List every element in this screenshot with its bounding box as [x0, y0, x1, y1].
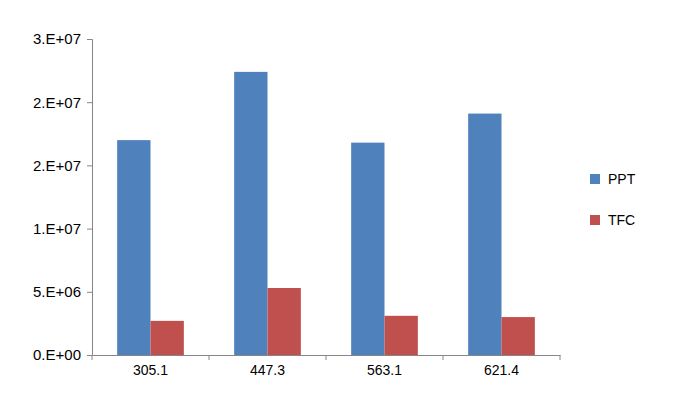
bar [385, 316, 418, 355]
tick: 447.3 [250, 355, 285, 378]
legend-label: PPT [608, 171, 636, 187]
tick-label: 447.3 [250, 362, 285, 378]
legend-item: TFC [590, 212, 635, 228]
bar [151, 321, 184, 355]
legend-item: PPT [590, 171, 636, 187]
tick-label: 5.E+06 [33, 283, 81, 300]
tick: 3.E+07 [33, 30, 92, 47]
tick: 563.1 [367, 355, 402, 378]
tick: 0.E+00 [33, 346, 92, 363]
separator-mark [209, 355, 210, 360]
bar [268, 288, 301, 355]
axis-line [87, 40, 93, 356]
tick-label: 305.1 [133, 362, 168, 378]
x-axis: 305.1 447.3 563.1 621.4 [92, 355, 561, 378]
tick-mark [87, 165, 92, 166]
tick-mark [87, 102, 92, 103]
tick-label: 2.E+07 [33, 94, 81, 111]
tick-label: 0.E+00 [33, 346, 81, 363]
separator-mark [560, 355, 561, 360]
tick-label: 3.E+07 [33, 30, 81, 47]
bar [117, 140, 150, 355]
tick-label: 1.E+07 [33, 220, 81, 237]
tick-mark [87, 355, 92, 356]
y-axis: 0.E+00 5.E+06 1.E+07 2.E+07 2.E+07 3.E+07 [33, 30, 92, 363]
tick: 2.E+07 [33, 157, 92, 174]
bar [234, 72, 267, 355]
tick: 305.1 [133, 355, 168, 378]
chart: 0.E+00 5.E+06 1.E+07 2.E+07 2.E+07 3.E+07 305.… [0, 0, 700, 420]
separator-mark [443, 355, 444, 360]
tick-label: 2.E+07 [33, 157, 81, 174]
separator-mark [92, 355, 93, 360]
category-separators [92, 355, 560, 360]
bar [468, 114, 501, 355]
bar [502, 317, 535, 355]
legend-label: TFC [608, 212, 635, 228]
plot: 0.E+00 5.E+06 1.E+07 2.E+07 2.E+07 3.E+07 305.… [33, 30, 560, 378]
tick-label: 563.1 [367, 362, 402, 378]
tick: 5.E+06 [33, 283, 92, 300]
tick-mark [87, 229, 92, 230]
legend-swatch [590, 215, 600, 225]
tick-mark [87, 292, 92, 293]
bar [351, 143, 384, 355]
tick: 1.E+07 [33, 220, 92, 237]
legend: PPT TFC [590, 171, 636, 228]
tick: 621.4 [484, 355, 519, 378]
tick-mark [87, 39, 92, 40]
bars [117, 72, 535, 355]
tick-label: 621.4 [484, 362, 519, 378]
tick: 2.E+07 [33, 94, 92, 111]
legend-swatch [590, 174, 600, 184]
separator-mark [326, 355, 327, 360]
